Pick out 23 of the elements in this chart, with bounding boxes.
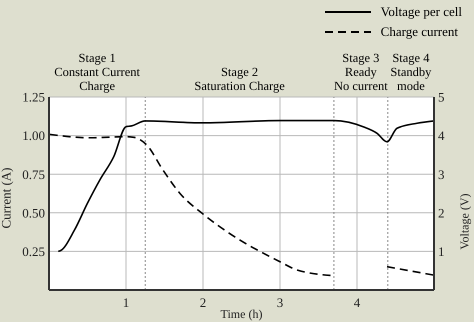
text: Stage 2 Saturation Charge bbox=[193, 65, 286, 93]
text: Stage 3 Ready No current bbox=[334, 51, 388, 93]
x-axis-title: Time (h) bbox=[220, 307, 262, 321]
y2-tick-label: 5 bbox=[438, 90, 444, 105]
y-tick-label: 1.00 bbox=[22, 128, 45, 144]
y-tick-label: 0.75 bbox=[22, 166, 45, 182]
y-tick-label: 0.50 bbox=[22, 205, 45, 220]
y2-axis-title: Voltage (V) bbox=[457, 194, 472, 250]
text: Stage 1 Constant Current Charge bbox=[54, 51, 140, 93]
x-tick-label: 2 bbox=[200, 295, 206, 310]
legend-label: Charge current bbox=[380, 24, 458, 40]
y-axis-title: Current (A) bbox=[0, 167, 14, 228]
y-tick-label: 0.25 bbox=[22, 244, 45, 260]
x-tick-label: 4 bbox=[354, 295, 361, 310]
x-tick-label: 1 bbox=[122, 295, 130, 310]
y2-tick-label: 4 bbox=[438, 128, 445, 144]
x-tick-label: 3 bbox=[276, 295, 284, 310]
y-tick-label: 1.25 bbox=[22, 90, 45, 105]
legend-label: Voltage per cell bbox=[380, 4, 462, 20]
y2-tick-label: 2 bbox=[438, 205, 444, 220]
text: Stage 4 Standby mode bbox=[390, 51, 432, 93]
y2-tick-label: 1 bbox=[438, 244, 444, 260]
y2-tick-label: 3 bbox=[438, 166, 444, 182]
